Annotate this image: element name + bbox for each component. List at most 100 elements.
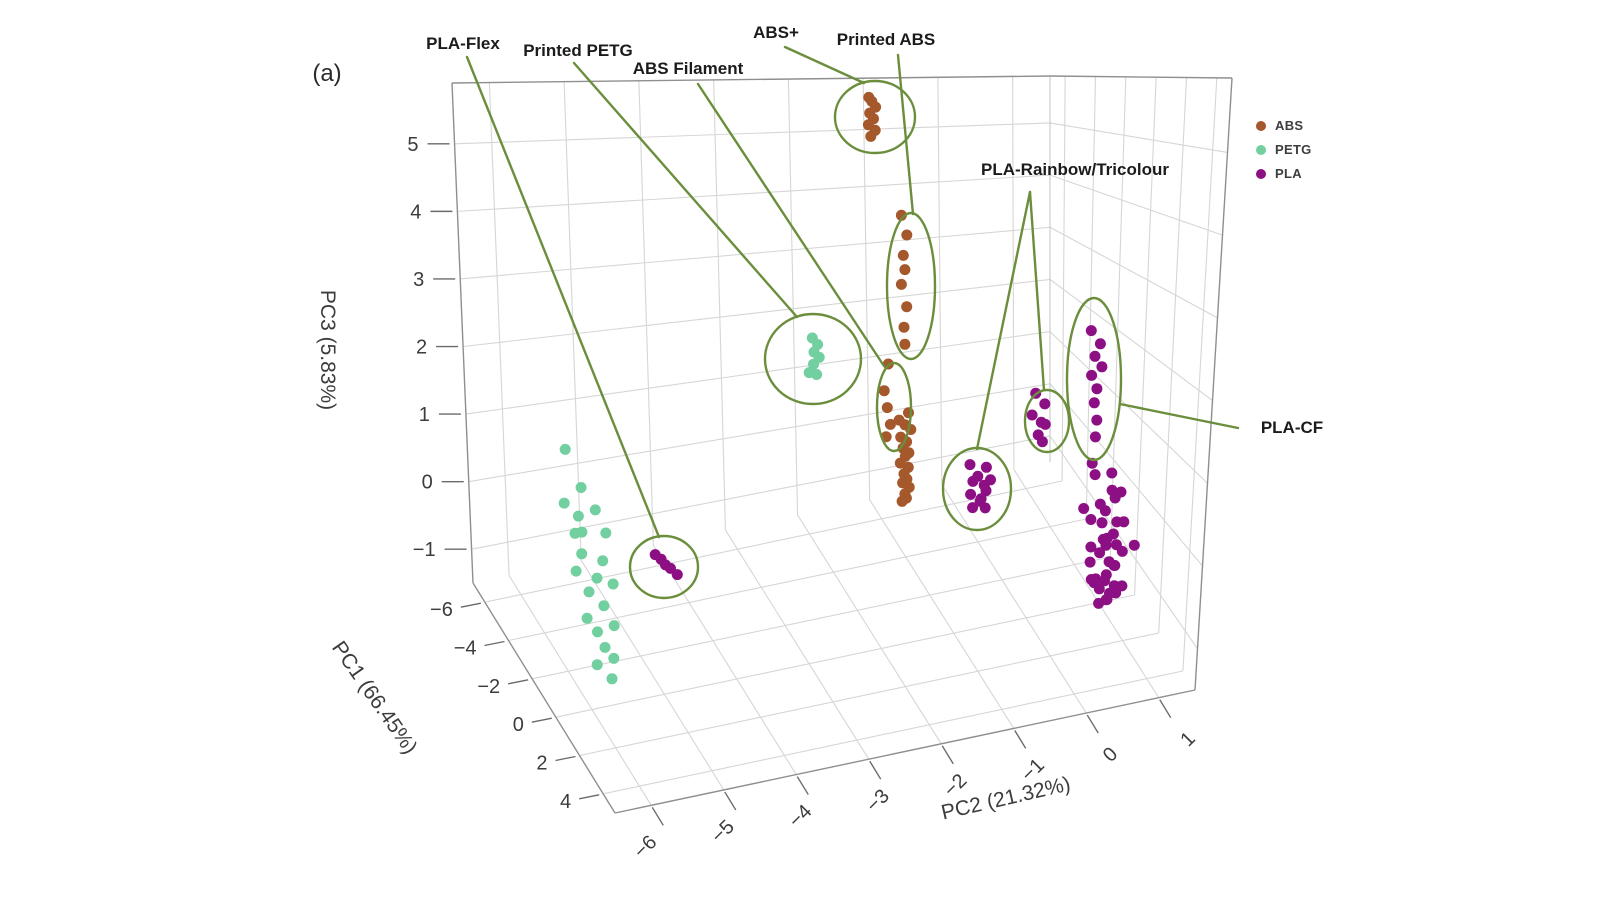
box-top-left-edge [451,75,1051,84]
grid-line [460,226,1051,280]
scatter-point-petg [575,482,587,493]
tick-label: −6 [430,599,453,621]
scatter-point-pla [1091,383,1103,395]
grid-line [1049,174,1223,236]
annotation-label-abs-filament: ABS Filament [632,59,744,78]
grid-line [1061,76,1066,482]
cluster-highlight-ellipse [763,312,863,406]
grid-line [724,529,870,760]
scatter-point-petg [600,527,612,539]
grid-line [454,122,1051,145]
grid-line [471,435,1051,550]
scatter-point-petg [591,659,603,671]
scatter-point-abs [895,278,907,290]
scatter-point-pla [1108,559,1120,571]
scatter-point-pla [980,461,992,473]
annotation-label-printed-abs: Printed ABS [836,30,936,49]
scatter-point-pla [1039,418,1051,430]
tick-label: 3 [413,269,424,291]
scatter-point-petg [583,586,595,598]
scatter-point-abs [884,418,896,430]
scatter-point-petg [581,612,593,624]
grid-line [797,514,942,745]
annotation-leader-line [783,45,866,85]
legend-marker-abs [1256,120,1266,131]
legend-label-abs: ABS [1275,118,1304,133]
scatter-point-pla [1085,574,1097,585]
tick-mark [796,776,809,795]
tick-label: 5 [407,134,418,156]
tick-label: 4 [410,201,421,223]
grid-line [603,670,1184,795]
scatter-point-pla [1026,409,1038,421]
tick-mark [1014,730,1027,749]
scatter-point-pla [1106,467,1118,479]
scatter-point-pla [1086,369,1098,381]
tick-label: −3 [862,785,894,817]
tick-label: 4 [560,791,571,813]
scatter-point-pla [1089,469,1101,481]
tick-label: 0 [422,472,433,494]
grid-line [484,480,1063,603]
grid-line [1049,435,1198,649]
grid-layer [454,76,1228,806]
grid-line [532,556,1111,680]
annotation-leader-line [1118,402,1240,430]
box-bottom-right-edge [614,689,1196,814]
grid-line [713,79,726,531]
scatter-point-petg [607,578,619,590]
scatter-point-petg [559,443,571,455]
scatter-point-petg [592,626,603,638]
legend-item-pla: PLA [1256,165,1312,182]
scatter-point-pla [1094,338,1106,350]
cluster-highlight-ellipse [1065,296,1123,462]
scatter-point-petg [808,358,819,370]
scatter-point-pla [1085,325,1097,337]
grid-line [1049,383,1203,567]
cluster-highlight-ellipse [875,361,913,453]
scatter-point-pla [1084,556,1096,568]
annotation-label-abs-plus: ABS+ [753,23,799,42]
grid-line [579,632,1159,757]
tick-label: 2 [536,753,547,775]
grid-line [638,80,654,546]
tick-mark [531,717,552,723]
grid-line [1049,331,1208,484]
scatter-point-pla [967,502,979,514]
tick-label: −4 [785,800,817,832]
tick-mark [1086,714,1099,734]
grid-line [1182,77,1218,672]
scatter-point-petg [572,510,584,522]
scatter-point-petg [570,565,582,577]
tick-label: −2 [477,676,500,698]
scatter-point-abs [896,495,908,507]
box-left-edge [451,82,474,584]
annotation-leader-line [896,53,915,216]
annotation-label-pla-cf: PLA-CF [1260,418,1324,437]
scatter-point-pla [1110,587,1121,599]
annotation-label-pla-rainbow: PLA-Rainbow/Tricolour [981,160,1169,179]
scatter-point-petg [591,572,603,584]
grid-line [787,79,799,515]
scatter-point-pla [1096,517,1108,529]
grid-line [862,78,871,500]
scatter-point-pla [967,475,979,487]
grid-line [1158,77,1188,634]
grid-line [465,331,1051,415]
scatter-point-pla [1118,516,1130,528]
scatter-point-pla [1039,398,1051,410]
tick-label: 0 [1099,743,1122,766]
grid-line [869,499,1015,729]
annotation-layer [465,45,1240,600]
box-bottom-left-edge [472,582,616,814]
scatter-point-petg [558,497,570,509]
tick-mark [869,760,882,780]
scatter-point-pla [1085,514,1097,525]
tick-label: −6 [630,831,662,863]
scatter-point-abs [903,407,914,419]
legend-marker-petg [1256,144,1266,155]
scatter-point-pla [671,569,683,581]
scatter-point-pla [1089,431,1101,443]
scatter-point-pla [1078,503,1090,514]
